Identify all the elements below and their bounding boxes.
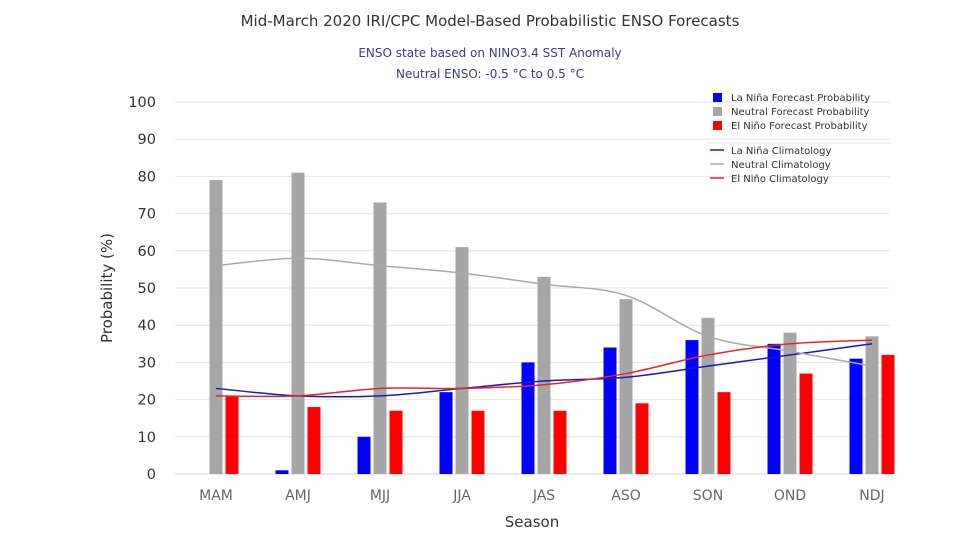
- x-tick-label: SON: [693, 488, 723, 504]
- chart-title: Mid-March 2020 IRI/CPC Model-Based Proba…: [241, 12, 740, 30]
- y-tick-label: 80: [138, 169, 156, 185]
- legend-item-la-nina-climatology[interactable]: La Niña Climatology: [731, 146, 831, 157]
- y-tick-label: 100: [128, 95, 156, 111]
- y-tick-label: 70: [138, 207, 156, 223]
- bar-el-nino-forecast-probability-amj: [307, 407, 321, 474]
- bar-la-nina-forecast-probability-jja: [439, 392, 453, 474]
- x-axis-ticks: MAM AMJ MJJ JJA JAS ASO SON OND NDJ: [199, 488, 885, 504]
- y-tick-label: 10: [138, 430, 156, 446]
- bar-neutral-forecast-probability-son: [701, 317, 715, 474]
- bar-neutral-forecast-probability-aso: [619, 299, 633, 474]
- bar-neutral-forecast-probability-amj: [291, 172, 305, 474]
- legend-item-neutral-climatology[interactable]: Neutral Climatology: [731, 160, 831, 171]
- y-tick-label: 30: [138, 355, 156, 371]
- bar-el-nino-forecast-probability-jas: [553, 410, 567, 474]
- line-la-nina-climatology: [215, 343, 873, 398]
- bar-la-nina-forecast-probability-amj: [275, 470, 289, 474]
- bar-la-nina-forecast-probability-ndj: [849, 358, 863, 474]
- bar-la-nina-forecast-probability-son: [685, 340, 699, 474]
- y-tick-label: 60: [138, 244, 156, 260]
- bar-el-nino-forecast-probability-mjj: [389, 410, 403, 474]
- x-tick-label: MJJ: [370, 488, 390, 504]
- y-tick-label: 40: [138, 318, 156, 334]
- x-tick-label: JAS: [532, 488, 555, 504]
- bar-la-nina-forecast-probability-jas: [521, 362, 535, 474]
- x-tick-label: MAM: [199, 488, 233, 504]
- x-tick-label: JJA: [452, 488, 471, 504]
- x-tick-label: AMJ: [285, 488, 311, 504]
- bar-la-nina-forecast-probability-mjj: [357, 436, 371, 474]
- y-axis-label: Probability (%): [98, 233, 116, 343]
- y-tick-label: 0: [147, 467, 156, 483]
- bar-neutral-forecast-probability-ond: [783, 332, 797, 474]
- y-tick-label: 20: [138, 393, 156, 409]
- x-tick-label: OND: [774, 488, 806, 504]
- legend: La Niña Forecast Probability Neutral Fore…: [707, 93, 890, 185]
- bar-neutral-forecast-probability-jja: [455, 247, 469, 474]
- bar-la-nina-forecast-probability-aso: [603, 347, 617, 474]
- bar-el-nino-forecast-probability-son: [717, 392, 731, 474]
- bar-el-nino-forecast-probability-jja: [471, 410, 485, 474]
- bar-neutral-forecast-probability-mam: [209, 180, 223, 474]
- bars: [209, 172, 895, 474]
- y-tick-label: 90: [138, 132, 156, 148]
- bar-neutral-forecast-probability-mjj: [373, 202, 387, 474]
- x-tick-label: NDJ: [859, 488, 884, 504]
- bar-neutral-forecast-probability-ndj: [865, 336, 879, 474]
- legend-item-el-nino-climatology[interactable]: El Niño Climatology: [731, 174, 829, 185]
- climatology-lines: [215, 257, 873, 398]
- bar-el-nino-forecast-probability-mam: [225, 395, 239, 474]
- bar-el-nino-forecast-probability-aso: [635, 403, 649, 474]
- y-axis-ticks: 0 10 20 30 40 50 60 70 80 90 100: [128, 95, 156, 483]
- chart-subtitle-2: Neutral ENSO: -0.5 °C to 0.5 °C: [396, 67, 584, 81]
- bar-neutral-forecast-probability-jas: [537, 276, 551, 474]
- legend-item-la-nina-forecast-probability[interactable]: La Niña Forecast Probability: [731, 93, 870, 104]
- legend-swatch-la-nina-forecast-probability: [713, 93, 722, 102]
- y-tick-label: 50: [138, 281, 156, 297]
- line-neutral-climatology: [215, 257, 873, 367]
- bar-el-nino-forecast-probability-ndj: [881, 354, 895, 474]
- bar-la-nina-forecast-probability-ond: [767, 343, 781, 474]
- legend-item-neutral-forecast-probability[interactable]: Neutral Forecast Probability: [731, 107, 870, 118]
- x-tick-label: ASO: [611, 488, 640, 504]
- x-axis-label: Season: [505, 513, 559, 531]
- legend-item-el-nino-forecast-probability[interactable]: El Niño Forecast Probability: [731, 121, 868, 132]
- legend-swatch-el-nino-forecast-probability: [713, 121, 722, 130]
- bar-el-nino-forecast-probability-ond: [799, 373, 813, 474]
- chart-subtitle-1: ENSO state based on NINO3.4 SST Anomaly: [358, 46, 621, 60]
- legend-swatch-neutral-forecast-probability: [713, 107, 722, 116]
- line-el-nino-climatology: [215, 339, 873, 398]
